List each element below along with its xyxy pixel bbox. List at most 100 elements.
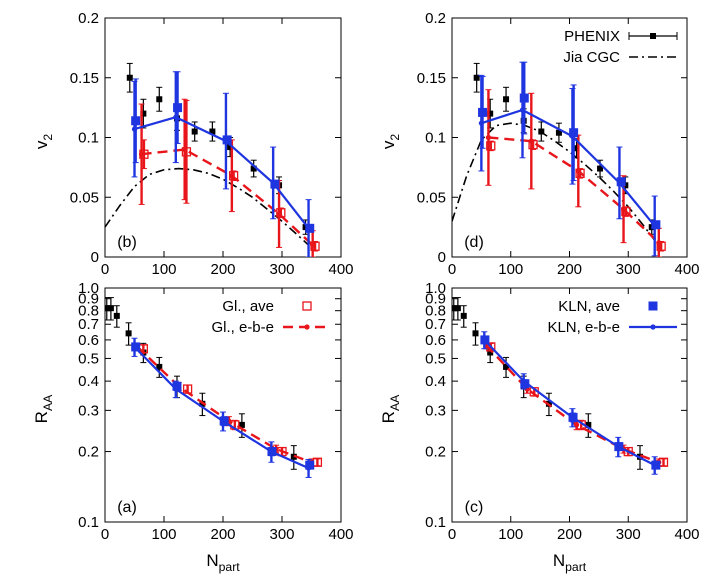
- data-point: [597, 165, 604, 172]
- y-axis-label: v2: [32, 134, 55, 150]
- x-axis-label-sub: part: [219, 560, 241, 574]
- data-point: [276, 208, 286, 218]
- data-point: [656, 241, 666, 251]
- y-tick-label: 0.4: [425, 373, 446, 390]
- data-point: [305, 223, 315, 233]
- data-point: [126, 74, 133, 81]
- legend-swatch-marker: [302, 301, 312, 311]
- series-kln-e-b-e: [481, 331, 658, 475]
- data-point: [503, 96, 510, 103]
- x-tick-label: 0: [101, 261, 109, 278]
- y-tick-label: 0.2: [78, 10, 99, 27]
- x-axis-label-text: Npart: [206, 551, 240, 574]
- x-tick-label: 200: [210, 261, 235, 278]
- series-layer: [105, 297, 323, 478]
- data-point: [487, 349, 494, 356]
- x-tick-label: 400: [674, 261, 699, 278]
- legend-swatch-marker: [304, 324, 310, 330]
- series-gl-e-b-e: [483, 341, 662, 467]
- x-tick-label: 400: [674, 526, 699, 543]
- data-point: [222, 135, 232, 145]
- y-axis-label-text: RAA: [379, 394, 402, 423]
- panel-label: (c): [465, 499, 484, 516]
- y-tick-label: 0.6: [78, 332, 99, 349]
- data-point: [305, 460, 315, 470]
- data-point: [651, 220, 661, 230]
- series-layer: [452, 61, 666, 257]
- series-line: [485, 344, 660, 464]
- series-kln-e-b-e: [131, 337, 312, 478]
- data-point: [472, 330, 479, 337]
- y-axis-label-main: v: [379, 140, 398, 149]
- y-tick-label: 0.5: [78, 350, 99, 367]
- y-tick-label: 1.0: [425, 280, 446, 297]
- x-tick-label: 0: [448, 261, 456, 278]
- panel-c: 0 100 200 300 400 0.1 0.2 0.3 0.4 0.50.60.70.80.9…: [379, 280, 700, 574]
- y-axis-label-text: RAA: [32, 394, 55, 423]
- data-point: [228, 171, 239, 181]
- data-point: [250, 165, 257, 172]
- y-tick-label: 0.15: [417, 70, 446, 87]
- panel-d: 0 100 200 300 400 0 0.05 0.1 0.15 0.2 v2 (d) PHENIX J…: [379, 10, 700, 278]
- y-tick-label: 1.0: [78, 280, 99, 297]
- data-point: [460, 312, 467, 319]
- data-point: [156, 96, 163, 103]
- legend-swatch-marker: [650, 324, 656, 330]
- data-point: [623, 446, 633, 457]
- x-tick-label: 100: [498, 526, 523, 543]
- x-tick-label: 100: [498, 261, 523, 278]
- data-point: [156, 363, 163, 370]
- panel-b: 0 100 200 300 400 0 0.05 0.1 0.15 0.2 v2 (b): [32, 10, 354, 278]
- y-tick-label: 0: [91, 249, 99, 266]
- y-tick-label: 0.9: [425, 291, 446, 308]
- data-point: [651, 460, 661, 470]
- x-axis-label: Npart: [206, 551, 240, 574]
- y-tick-label: 0.8: [78, 303, 99, 320]
- data-point: [172, 381, 182, 391]
- series-layer: [105, 62, 320, 257]
- data-point: [131, 342, 141, 352]
- legend: KLN, ave KLN, e-b-e: [547, 298, 677, 336]
- series-gl-e-b-e: [134, 342, 315, 467]
- x-tick-label: 400: [328, 261, 353, 278]
- y-tick-label: 0.3: [78, 402, 99, 419]
- x-tick-label: 300: [616, 526, 641, 543]
- y-axis-label-main: R: [379, 411, 398, 423]
- y-axis-label-main: R: [32, 411, 51, 423]
- y-tick-label: 0.1: [78, 130, 99, 147]
- y-tick-label: 0.8: [425, 303, 446, 320]
- y-tick-label: 0.5: [425, 350, 446, 367]
- y-tick-label: 0.05: [417, 189, 446, 206]
- data-point: [473, 74, 480, 81]
- legend-label: KLN, e-b-e: [547, 319, 620, 336]
- series-line: [141, 148, 314, 246]
- data-point: [131, 116, 141, 126]
- data-point: [573, 145, 580, 152]
- x-axis-label-main: N: [553, 551, 565, 570]
- panel-a: 0 100 200 300 400 0.1 0.2 0.3 0.4 0.50.60.70.80.9…: [32, 280, 354, 574]
- legend: Gl., ave Gl., e-b-e: [211, 298, 331, 336]
- y-axis-label: RAA: [379, 394, 402, 423]
- data-point: [478, 107, 488, 117]
- series-kln-ave: [131, 342, 315, 470]
- data-point: [452, 305, 457, 312]
- panel-label: (d): [464, 234, 484, 251]
- legend-label: Jia CGC: [563, 49, 620, 66]
- series-kln-ave: [131, 71, 315, 233]
- y-tick-label: 0.1: [425, 130, 446, 147]
- data-point: [480, 335, 490, 345]
- x-tick-label: 100: [151, 526, 176, 543]
- series-line: [483, 339, 656, 467]
- x-tick-label: 200: [557, 526, 582, 543]
- y-axis-label-sub: 2: [41, 134, 55, 141]
- panel-label: (a): [117, 499, 137, 516]
- x-tick-label: 200: [210, 526, 235, 543]
- y-tick-label: 0.7: [78, 316, 99, 333]
- y-axis-label-sub: AA: [41, 394, 55, 411]
- data-point: [173, 103, 183, 113]
- series-gl-ave: [139, 99, 320, 252]
- data-point: [616, 177, 626, 187]
- data-point: [528, 140, 538, 150]
- legend: PHENIX Jia CGC: [563, 28, 678, 66]
